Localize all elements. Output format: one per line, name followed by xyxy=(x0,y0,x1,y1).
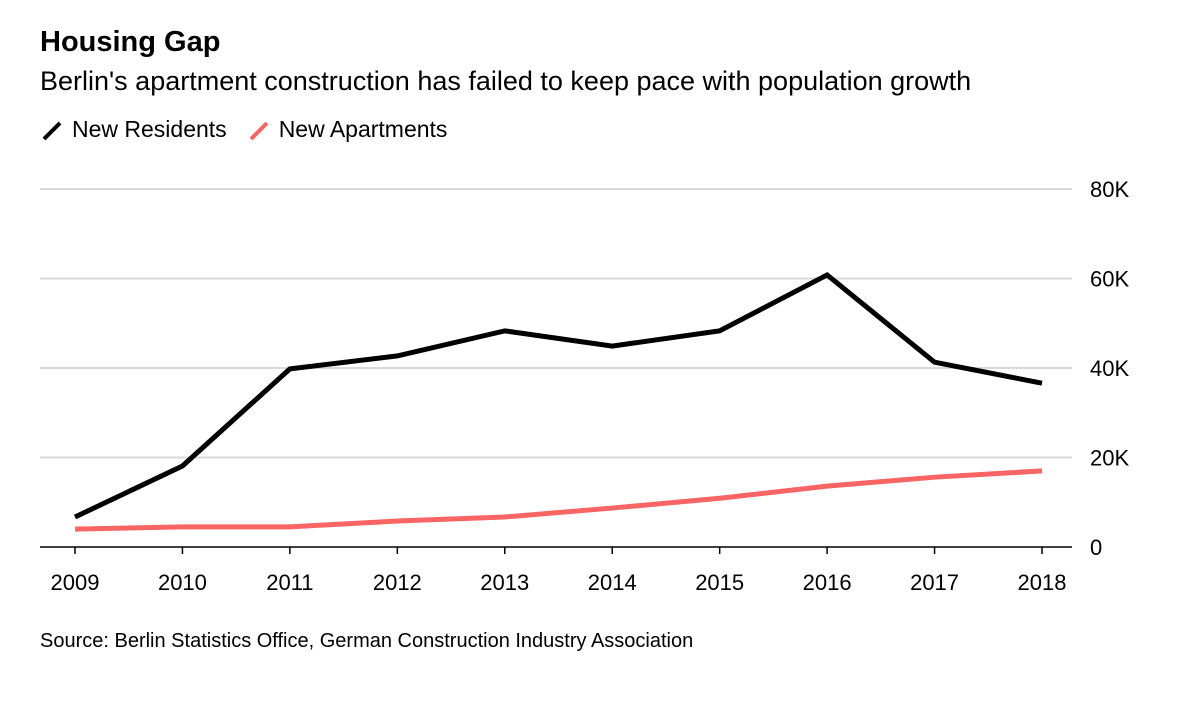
chart-subtitle: Berlin's apartment construction has fail… xyxy=(40,66,972,96)
series-line-new-apartments xyxy=(74,468,1043,532)
series-line-new-residents xyxy=(73,271,1043,520)
legend-swatch-black-icon xyxy=(42,121,62,140)
chart-title: Housing Gap xyxy=(40,26,221,58)
source-note: Source: Berlin Statistics Office, German… xyxy=(40,630,694,652)
x-tick-label: 2009 xyxy=(51,570,100,595)
y-tick-label: 80K xyxy=(1090,177,1129,202)
x-tick-label: 2013 xyxy=(480,570,529,595)
legend-label: New Residents xyxy=(72,116,227,142)
legend-swatch-red-icon xyxy=(249,121,269,140)
x-tick-label: 2017 xyxy=(910,570,959,595)
x-tick-label: 2016 xyxy=(803,570,852,595)
y-tick-label: 0 xyxy=(1090,535,1102,560)
y-tick-label: 20K xyxy=(1090,446,1129,471)
legend-item-new-residents: New Residents xyxy=(40,116,227,143)
legend-item-new-apartments: New Apartments xyxy=(247,116,448,143)
legend: New Residents New Apartments xyxy=(40,116,467,143)
y-tick-label: 60K xyxy=(1090,267,1129,292)
x-tick-label: 2011 xyxy=(266,570,313,595)
x-tick-label: 2012 xyxy=(373,570,422,595)
x-tick-label: 2015 xyxy=(695,570,744,595)
legend-label: New Apartments xyxy=(278,116,448,142)
x-tick-label: 2018 xyxy=(1018,570,1067,595)
x-tick-label: 2014 xyxy=(588,570,637,595)
y-tick-label: 40K xyxy=(1090,356,1129,381)
x-tick-label: 2010 xyxy=(158,570,207,595)
